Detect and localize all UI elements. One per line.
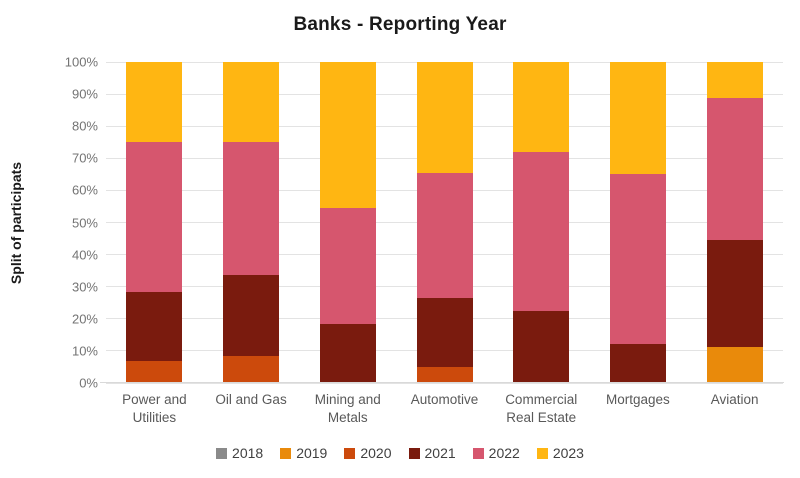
y-tick-label: 100% <box>64 54 98 70</box>
bar-segment-2022 <box>126 142 183 292</box>
bar-column <box>319 62 376 383</box>
bar-segment-2020 <box>126 360 183 383</box>
bar-segment-2023 <box>416 62 473 173</box>
x-category-label: Automotive <box>410 392 479 407</box>
bar-segment-2023 <box>609 62 666 175</box>
legend-label: 2021 <box>424 445 456 461</box>
chart-title: Banks - Reporting Year <box>293 14 507 35</box>
gridline <box>106 382 783 384</box>
legend-swatch-2021 <box>408 447 420 459</box>
bar-segment-2023 <box>319 62 376 209</box>
x-category-label: Mortgages <box>606 392 670 407</box>
bar-segment-2020 <box>223 355 280 383</box>
gridline <box>106 61 783 63</box>
legend-item-2020: 2020 <box>344 445 392 461</box>
x-category-label: Commercial Real Estate <box>505 392 578 425</box>
bar-segment-2022 <box>319 208 376 324</box>
bar-segment-2022 <box>706 97 763 241</box>
legend-label: 2023 <box>552 445 584 461</box>
plot-area <box>106 61 783 384</box>
bar-segment-2023 <box>513 62 570 152</box>
x-category-label: Oil and Gas <box>215 392 287 407</box>
bar-segment-2022 <box>609 174 666 345</box>
y-tick-label: 70% <box>71 150 98 166</box>
legend-label: 2020 <box>360 445 392 461</box>
bar-segment-2023 <box>223 62 280 143</box>
legend-item-2019: 2019 <box>280 445 327 461</box>
y-tick-label: 40% <box>71 247 98 263</box>
legend-swatch-2019 <box>280 447 292 459</box>
bar-segment-2023 <box>706 62 763 98</box>
y-tick-label: 90% <box>71 86 98 102</box>
legend-item-2022: 2022 <box>472 445 520 461</box>
legend-label: 2019 <box>296 445 328 461</box>
bar-segment-2019 <box>706 347 763 383</box>
bar-segment-2021 <box>706 240 763 348</box>
bar-segment-2020 <box>416 366 473 383</box>
bar-segment-2021 <box>609 344 666 383</box>
legend-label: 2022 <box>488 445 520 461</box>
y-tick-label: 20% <box>71 311 98 327</box>
y-tick-label: 10% <box>71 343 98 359</box>
bar-segment-2022 <box>416 172 473 298</box>
x-category-label: Power and Utilities <box>122 392 187 425</box>
bar-segment-2021 <box>513 310 570 383</box>
y-tick-label: 60% <box>71 182 98 198</box>
legend-item-2018: 2018 <box>216 445 263 461</box>
legend-swatch-2022 <box>472 447 484 459</box>
bar-segment-2021 <box>416 297 473 367</box>
x-category-label: Mining and Metals <box>314 392 381 425</box>
bar-segment-2021 <box>126 291 183 361</box>
x-axis-line <box>100 382 784 383</box>
y-tick-label: 30% <box>71 279 98 295</box>
legend-item-2023: 2023 <box>536 445 584 461</box>
bar-column <box>513 62 570 383</box>
legend-swatch-2018 <box>216 447 228 459</box>
legend-item-2021: 2021 <box>408 445 456 461</box>
bar-column <box>609 62 666 383</box>
y-tick-label: 0% <box>79 375 98 391</box>
bar-column <box>223 62 280 383</box>
bar-segment-2023 <box>126 62 183 143</box>
bar-column <box>416 62 473 383</box>
x-category-label: Aviation <box>710 392 759 407</box>
legend-swatch-2023 <box>536 447 548 459</box>
bar-column <box>706 62 763 383</box>
bar-segment-2022 <box>223 142 280 276</box>
bar-segment-2022 <box>513 151 570 311</box>
bar-segment-2021 <box>319 323 376 383</box>
bar-column <box>126 62 183 383</box>
legend-swatch-2020 <box>344 447 356 459</box>
y-tick-label: 50% <box>71 215 98 230</box>
legend-label: 2018 <box>232 445 264 461</box>
chart-legend: 2018 2019 2020 2021 2022 2023 <box>0 445 800 461</box>
bar-segment-2021 <box>223 275 280 356</box>
y-tick-label: 80% <box>71 118 98 134</box>
